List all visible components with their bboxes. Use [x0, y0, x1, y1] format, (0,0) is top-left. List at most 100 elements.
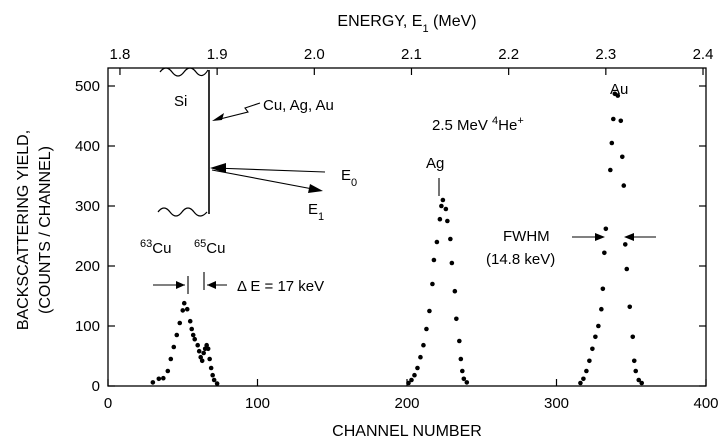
- data-point-ag: [431, 257, 437, 263]
- y-axis: 0 100 200 300 400 500: [75, 78, 706, 395]
- data-point-cu: [156, 376, 162, 382]
- data-point-au: [624, 266, 630, 272]
- data-point-au: [593, 334, 598, 340]
- data-point-au: [630, 334, 636, 340]
- top-tick-label: 1.9: [207, 46, 228, 63]
- data-point-au: [636, 377, 642, 383]
- data-point-au: [621, 183, 627, 188]
- data-point-cu: [199, 358, 205, 364]
- top-tick-label: 2.0: [304, 46, 325, 63]
- y-tick-label: 0: [92, 378, 100, 395]
- data-point-ag: [443, 206, 449, 212]
- data-point-au: [611, 116, 616, 122]
- data-point-cu: [190, 332, 196, 338]
- data-point-au: [581, 376, 586, 382]
- cu65-label: 65Cu: [194, 238, 225, 257]
- inset-elements-label: Cu, Ag, Au: [263, 97, 334, 114]
- inset-si-label: Si: [174, 93, 187, 110]
- top-tick-label: 2.2: [498, 46, 519, 63]
- data-point-ag: [406, 380, 411, 386]
- data-point-ag: [457, 338, 462, 344]
- data-point-ag: [439, 203, 444, 209]
- y-tick-label: 400: [75, 138, 100, 155]
- top-tick-label: 1.8: [110, 46, 131, 63]
- data-point-ag: [412, 372, 417, 378]
- inset-elements-arrowhead: [212, 113, 224, 121]
- data-point-cu: [204, 342, 209, 348]
- data-point-au: [590, 346, 595, 352]
- data-point-cu: [198, 354, 203, 360]
- data-point-cu: [210, 372, 215, 378]
- plot-frame: [107, 67, 707, 387]
- top-energy-axis: 1.8 1.9 2.0 2.1 2.2 2.3 2.4: [110, 46, 713, 75]
- x-tick-label: 200: [394, 395, 419, 412]
- data-point-ag: [452, 288, 458, 294]
- data-point-cu: [180, 308, 186, 313]
- data-point-cu: [161, 375, 166, 381]
- data-point-au: [599, 306, 604, 312]
- data-point-ag: [418, 354, 423, 360]
- inset-e0-arrow: [213, 167, 326, 173]
- inset-e1-label: E1: [308, 201, 324, 223]
- y-tick-label: 500: [75, 78, 100, 95]
- cu-left-arrowhead: [176, 281, 185, 289]
- cu63-label: 63Cu: [140, 238, 171, 257]
- fwhm-right-arrowhead: [624, 233, 634, 241]
- data-point-ag: [424, 326, 429, 332]
- data-point-ag: [430, 281, 435, 287]
- data-point-cu: [171, 344, 177, 350]
- data-point-au: [608, 167, 613, 173]
- data-point-ag: [464, 380, 470, 385]
- data-point-ag: [437, 216, 443, 222]
- data-point-au: [596, 323, 601, 329]
- data-point-au: [615, 93, 621, 98]
- data-point-cu: [184, 306, 190, 312]
- data-point-ag: [409, 377, 414, 383]
- data-point-cu: [207, 356, 212, 362]
- inset-bottom-wave: [157, 207, 208, 217]
- data-point-ag: [440, 197, 446, 203]
- inset-elements-arrow: [215, 102, 261, 121]
- data-point-au: [602, 250, 607, 256]
- data-point-cu: [211, 377, 217, 383]
- x-axis-title: CHANNEL NUMBER: [332, 423, 482, 440]
- data-point-ag: [460, 368, 465, 374]
- top-axis-title: ENERGY, E1 (MeV): [337, 13, 476, 35]
- y-tick-label: 300: [75, 198, 100, 215]
- inset-e0-label: E0: [341, 167, 357, 189]
- data-point-cu: [201, 350, 206, 356]
- data-point-au: [622, 242, 628, 247]
- data-point-ag: [449, 260, 455, 266]
- x-tick-label: 0: [104, 395, 112, 412]
- data-point-au: [603, 226, 609, 232]
- data-point-au: [627, 304, 633, 310]
- data-point-au: [639, 380, 645, 386]
- inset-diagram: Si Cu, Ag, Au E0 E1: [157, 67, 357, 223]
- data-point-cu: [168, 356, 174, 362]
- fwhm-left-arrowhead: [595, 233, 605, 241]
- data-point-au: [631, 358, 637, 364]
- data-point-ag: [448, 236, 453, 242]
- data-point-ag: [415, 365, 420, 371]
- top-tick-label: 2.1: [401, 46, 422, 63]
- inset-e1-arrow: [211, 169, 319, 191]
- data-point-au: [633, 368, 639, 374]
- data-point-cu: [195, 342, 200, 348]
- data-point-ag: [454, 316, 459, 322]
- delta-e-label: Δ E = 17 keV: [237, 278, 324, 295]
- data-point-au: [609, 140, 615, 146]
- data-point-cu: [196, 348, 202, 354]
- data-point-cu: [189, 326, 195, 332]
- ag-peak-label: Ag: [426, 155, 444, 172]
- data-point-au: [587, 358, 592, 364]
- data-point-cu: [214, 381, 220, 386]
- data-point-cu: [208, 365, 214, 371]
- x-tick-label: 400: [693, 395, 718, 412]
- x-axis: 0 100 200 300 400: [104, 379, 719, 412]
- data-point-ag: [427, 308, 432, 314]
- inset-e1-arrowhead: [308, 184, 323, 193]
- y-axis-title-line1: BACKSCATTERING YIELD,: [15, 130, 32, 330]
- data-point-au: [578, 380, 583, 386]
- data-point-au: [619, 154, 625, 160]
